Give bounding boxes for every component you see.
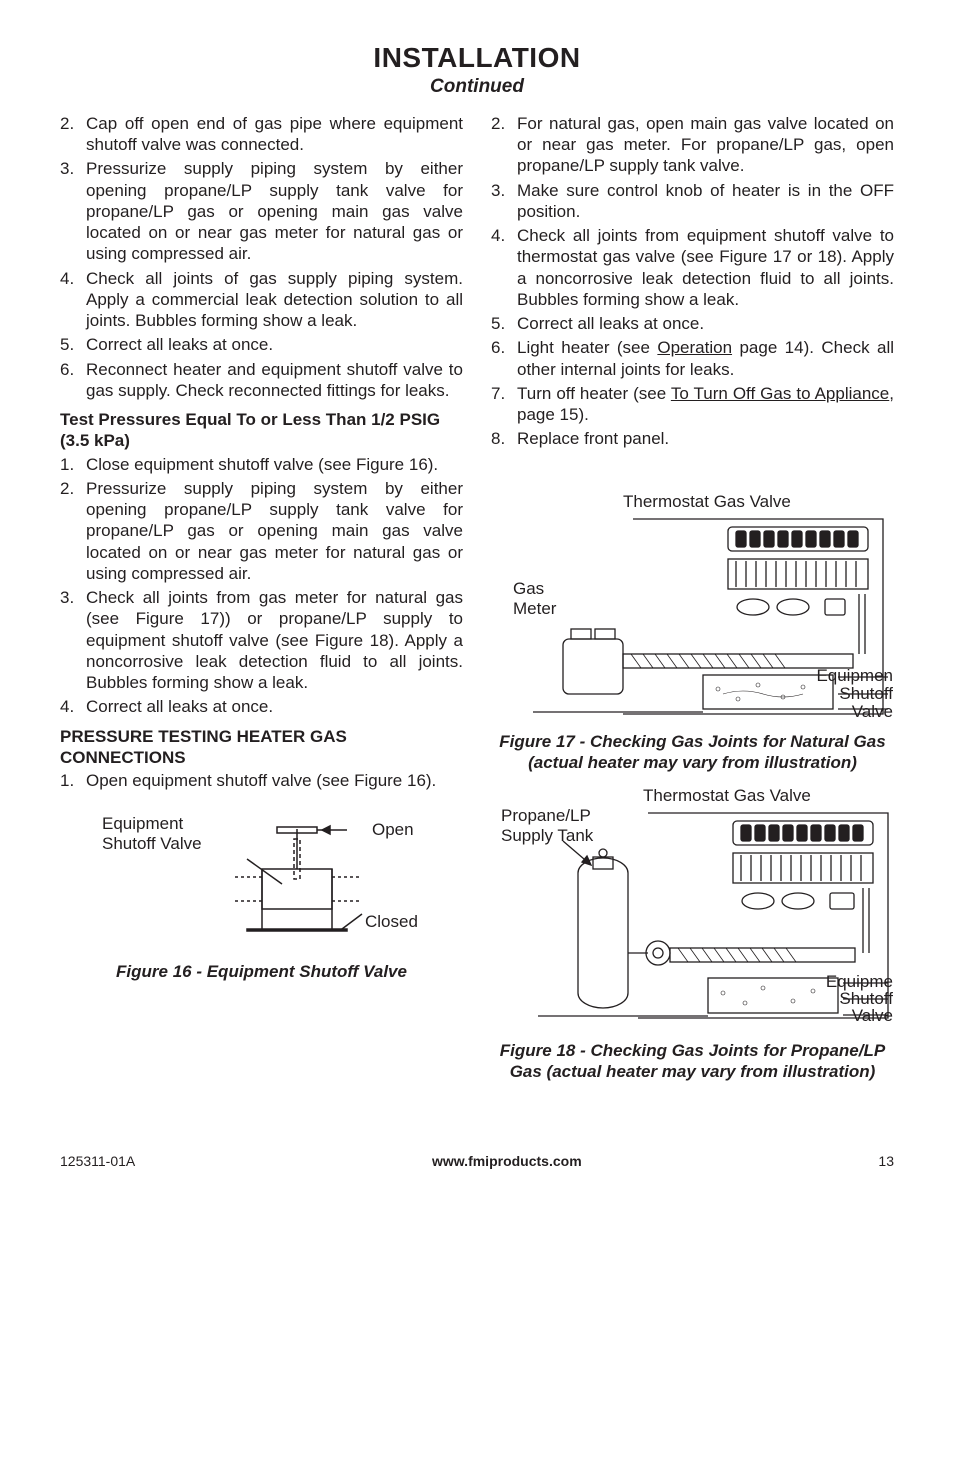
text: Close equipment shutoff valve (see Figur… (86, 454, 463, 475)
num: 4. (60, 268, 86, 332)
link-operation: Operation (657, 338, 732, 357)
text: Turn off heater (see To Turn Off Gas to … (517, 383, 894, 426)
num: 3. (60, 587, 86, 693)
fig17-meter: Meter (513, 599, 557, 618)
text: Open equipment shutoff valve (see Figure… (86, 770, 463, 791)
num: 7. (491, 383, 517, 426)
figure-16-caption: Figure 16 - Equipment Shutoff Valve (60, 961, 463, 982)
fig18-supply: Supply Tank (501, 826, 594, 845)
num: 6. (491, 337, 517, 380)
text: Correct all leaks at once. (86, 334, 463, 355)
figure-18: Thermostat Gas Valve (493, 783, 893, 1028)
link-turn-off: To Turn Off Gas to Appliance (671, 384, 889, 403)
page-subtitle: Continued (60, 75, 894, 99)
text: Light heater (see Operation page 14). Ch… (517, 337, 894, 380)
text: Replace front panel. (517, 428, 894, 449)
text: Check all joints of gas supply piping sy… (86, 268, 463, 332)
num: 2. (491, 113, 517, 177)
fig18-va: Valve (851, 1006, 892, 1025)
fig16-open: Open (372, 820, 414, 839)
footer-page-number: 13 (878, 1153, 894, 1171)
fig18-prop: Propane/LP (501, 806, 591, 825)
figure-17-caption: Figure 17 - Checking Gas Joints for Natu… (491, 731, 894, 774)
text: Reconnect heater and equipment shutoff v… (86, 359, 463, 402)
fig17-tgv: Thermostat Gas Valve (623, 492, 791, 511)
figure-17: Thermostat Gas Valve (493, 489, 893, 719)
fig17-sh: Shutoff (839, 684, 893, 703)
footer-url: www.fmiproducts.com (432, 1153, 582, 1171)
num: 1. (60, 454, 86, 475)
text: Make sure control knob of heater is in t… (517, 180, 894, 223)
num: 3. (60, 158, 86, 264)
text: Correct all leaks at once. (86, 696, 463, 717)
num: 3. (491, 180, 517, 223)
num: 8. (491, 428, 517, 449)
footer-doc-id: 125311-01A (60, 1153, 135, 1171)
num: 2. (60, 113, 86, 156)
left-list-b: 1.Close equipment shutoff valve (see Fig… (60, 454, 463, 718)
page-footer: 125311-01A www.fmiproducts.com 13 (60, 1153, 894, 1171)
fig16-equip: Equipment (102, 814, 184, 833)
fig18-tgv: Thermostat Gas Valve (643, 786, 811, 805)
text: Cap off open end of gas pipe where equip… (86, 113, 463, 156)
num: 5. (491, 313, 517, 334)
num: 5. (60, 334, 86, 355)
right-list-a: 2.For natural gas, open main gas valve l… (491, 113, 894, 450)
text: Pressurize supply piping system by eithe… (86, 478, 463, 584)
fig17-eq: Equipmen (816, 666, 893, 685)
right-column: 2.For natural gas, open main gas valve l… (491, 113, 894, 1093)
left-column: 2.Cap off open end of gas pipe where equ… (60, 113, 463, 1093)
figure-16: Equipment Shutoff Valve Open Closed (82, 799, 442, 949)
text: Check all joints from gas meter for natu… (86, 587, 463, 693)
num: 6. (60, 359, 86, 402)
left-list-a: 2.Cap off open end of gas pipe where equ… (60, 113, 463, 401)
left-list-c: 1.Open equipment shutoff valve (see Figu… (60, 770, 463, 791)
fig17-gas: Gas (513, 579, 544, 598)
text: Pressurize supply piping system by eithe… (86, 158, 463, 264)
text: For natural gas, open main gas valve loc… (517, 113, 894, 177)
columns: 2.Cap off open end of gas pipe where equ… (60, 113, 894, 1093)
fig17-va: Valve (851, 702, 892, 719)
heading-test-pressures: Test Pressures Equal To or Less Than 1/2… (60, 409, 463, 452)
text: Correct all leaks at once. (517, 313, 894, 334)
heading-pressure-testing: PRESSURE TESTING HEATER GAS CONNECTIONS (60, 726, 463, 769)
num: 2. (60, 478, 86, 584)
num: 4. (60, 696, 86, 717)
figure-18-caption: Figure 18 - Checking Gas Joints for Prop… (491, 1040, 894, 1083)
text: Check all joints from equipment shutoff … (517, 225, 894, 310)
num: 1. (60, 770, 86, 791)
num: 4. (491, 225, 517, 310)
page-title: INSTALLATION (60, 40, 894, 75)
fig16-closed: Closed (365, 912, 418, 931)
fig16-shutoff: Shutoff Valve (102, 834, 202, 853)
